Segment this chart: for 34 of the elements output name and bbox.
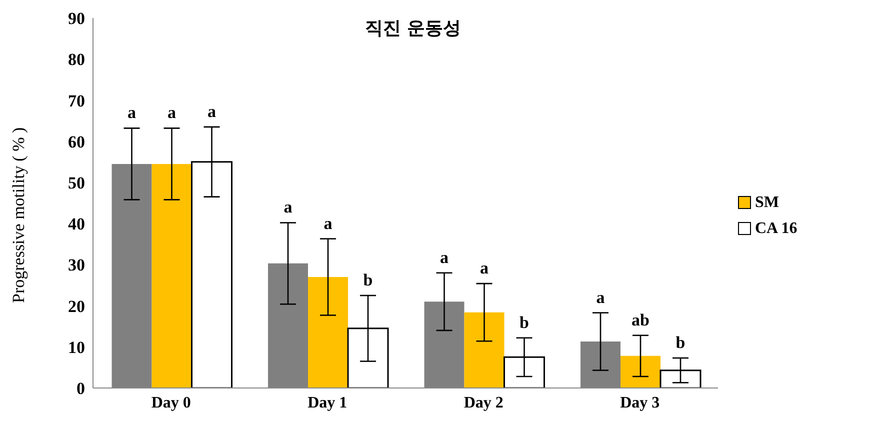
y-tick-label: 20 <box>68 296 85 316</box>
data-label: b <box>520 312 529 332</box>
y-tick-label: 10 <box>68 338 85 357</box>
y-tick-label: 40 <box>68 214 85 234</box>
data-label: a <box>596 288 606 307</box>
chart-title: 직진 운동성 <box>364 17 462 40</box>
data-label: b <box>676 332 686 352</box>
data-label: a <box>168 103 176 122</box>
data-label: a <box>480 258 489 278</box>
y-tick-label: 50 <box>68 173 85 192</box>
data-label: a <box>284 198 293 217</box>
y-tick-label: 0 <box>76 379 85 398</box>
y-tick-label: 30 <box>68 256 85 275</box>
data-label: a <box>324 214 333 233</box>
data-label: ab <box>632 310 650 330</box>
data-label: b <box>363 270 373 290</box>
x-tick-label: Day 1 <box>308 394 348 412</box>
x-tick-label: Day 3 <box>620 394 660 412</box>
bar <box>620 356 660 388</box>
x-tick-label: Day 0 <box>151 394 191 412</box>
bar <box>152 164 192 388</box>
data-label: a <box>440 248 449 267</box>
data-label: a <box>128 103 136 122</box>
bar <box>308 277 348 388</box>
x-tick-label: Day 2 <box>464 394 504 412</box>
legend-label: CA 16 <box>755 220 798 238</box>
y-axis-title: Progressive motility ( % ) <box>9 127 28 303</box>
y-tick-label: 90 <box>68 9 85 28</box>
legend-label: SM <box>755 194 779 212</box>
data-label: a <box>208 102 216 121</box>
y-tick-label: 60 <box>68 132 85 152</box>
y-tick-label: 80 <box>68 50 85 70</box>
y-tick-label: 70 <box>68 91 85 110</box>
bar <box>464 312 504 388</box>
